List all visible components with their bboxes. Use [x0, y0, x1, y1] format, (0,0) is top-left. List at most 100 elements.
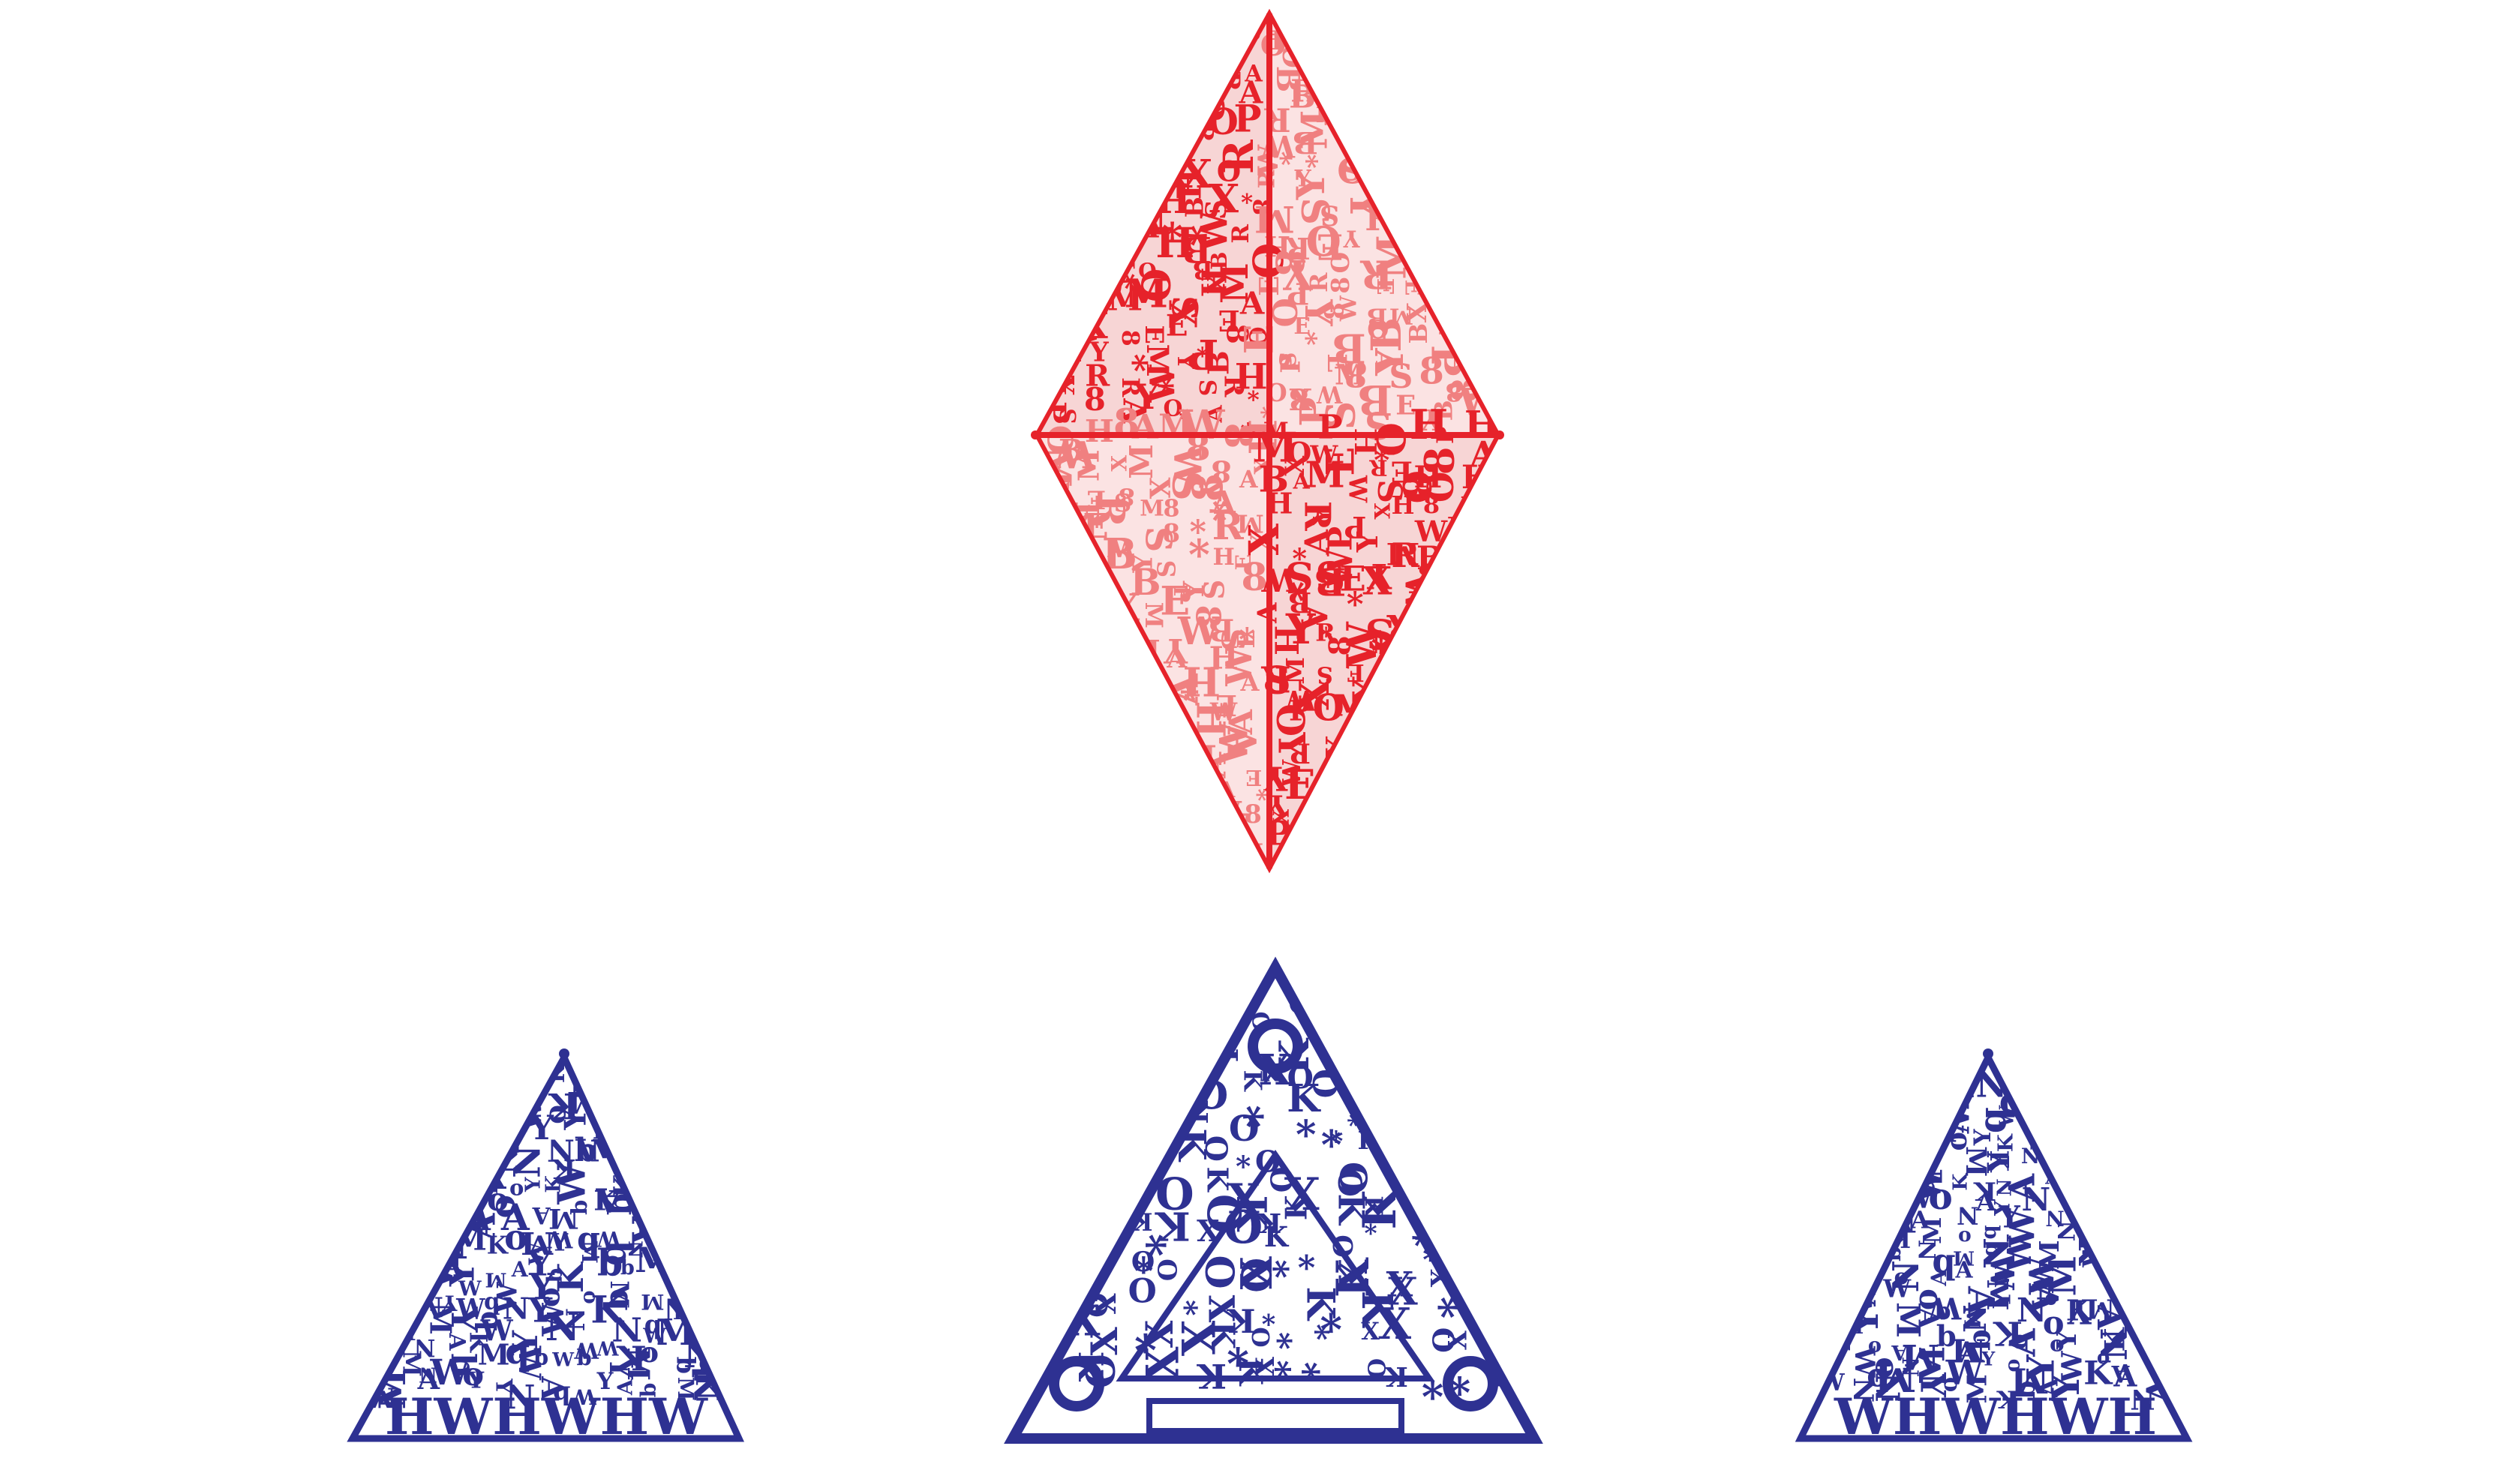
decorative-glyph: Y [596, 1368, 614, 1395]
decorative-glyph: X [1250, 1356, 1280, 1376]
decorative-glyph: E [1293, 313, 1311, 339]
decorative-glyph: 8 [1412, 17, 1439, 63]
decorative-glyph: K [643, 1137, 666, 1167]
decorative-glyph: 8 [1119, 482, 1135, 510]
decorative-glyph: E [1137, 738, 1166, 782]
decorative-glyph: o [2135, 1198, 2151, 1226]
decorative-glyph: W [1320, 548, 1360, 589]
decorative-glyph: Y [2051, 1330, 2083, 1350]
decorative-glyph: * [1139, 760, 1188, 782]
decorative-glyph: K [379, 1244, 409, 1267]
decorative-glyph: o [1855, 1180, 1879, 1193]
decorative-glyph: K [2098, 1326, 2131, 1352]
decorative-glyph: Y [1134, 706, 1164, 752]
decorative-glyph: O [1163, 395, 1182, 422]
decorative-glyph: M [1145, 144, 1176, 173]
decorative-glyph: K [1993, 1133, 2017, 1152]
decorative-glyph: X [1135, 789, 1161, 827]
decorative-glyph: M [511, 1086, 536, 1110]
decorative-glyph: H [1422, 213, 1443, 239]
decorative-glyph: K [2083, 1354, 2113, 1393]
decorative-glyph: M [1882, 1089, 1916, 1125]
decorative-glyph: A [1340, 734, 1372, 780]
decorative-glyph: 8 [1084, 381, 1106, 418]
decorative-glyph: W [1309, 440, 1338, 470]
decorative-glyph: Y [1988, 1290, 2017, 1309]
decorative-glyph: B [1289, 79, 1315, 116]
decorative-glyph: * [1292, 533, 1307, 566]
decorative-glyph: B [1321, 67, 1351, 88]
decorative-glyph: K [440, 1118, 460, 1143]
decorative-glyph: O [1174, 788, 1203, 809]
decorative-glyph: A [1416, 98, 1443, 139]
decorative-glyph: Y [350, 1108, 377, 1150]
decorative-glyph: K [1257, 1207, 1281, 1238]
decorative-glyph: O [1152, 1258, 1183, 1281]
decorative-glyph: R [1065, 240, 1110, 272]
decorative-glyph: Y [1163, 631, 1188, 670]
decorative-glyph: R [1285, 230, 1311, 265]
decorative-glyph: W [551, 1349, 575, 1372]
decorative-glyph: K [1823, 1238, 1862, 1268]
decorative-glyph: K [464, 1331, 491, 1353]
decorative-glyph: S [1119, 134, 1135, 159]
decorative-glyph: K [357, 1242, 384, 1263]
decorative-glyph: 8 [1344, 353, 1368, 394]
decorative-glyph: H [1054, 658, 1088, 700]
decorative-glyph: Y [1294, 165, 1312, 192]
decorative-glyph: W [1060, 88, 1100, 128]
decorative-glyph: * [1446, 635, 1463, 672]
decorative-glyph: K [456, 1084, 491, 1128]
decorative-glyph: P [1233, 98, 1261, 141]
decorative-glyph: A [575, 1132, 600, 1167]
decorative-glyph: N [626, 1103, 662, 1131]
decorative-glyph: M [1889, 1302, 1927, 1338]
decorative-glyph: W [2130, 1155, 2167, 1192]
decorative-glyph: X [1422, 1065, 1473, 1100]
decorative-glyph: P [1447, 703, 1491, 730]
decorative-glyph: Y [1366, 556, 1392, 596]
decorative-glyph: * [1398, 226, 1440, 244]
decorative-glyph: W [2017, 1049, 2050, 1082]
decorative-glyph: Y [602, 1356, 639, 1380]
decorative-glyph: O [1370, 422, 1416, 457]
decorative-glyph: * [1317, 813, 1363, 834]
decorative-glyph: * [1362, 1051, 1382, 1096]
decorative-glyph: * [1270, 1332, 1310, 1350]
decorative-glyph: O [1440, 735, 1471, 777]
decorative-glyph: M [419, 1090, 441, 1113]
decorative-glyph: o [1823, 1310, 1854, 1328]
decorative-glyph: E [1160, 578, 1190, 624]
decorative-glyph: O [1457, 1106, 1492, 1132]
decorative-glyph: * [1451, 1101, 1500, 1123]
decorative-glyph: * [1298, 1237, 1316, 1276]
decorative-glyph: M [1918, 1216, 1947, 1244]
decorative-glyph: M [1902, 1113, 1933, 1147]
decorative-glyph: E [1318, 797, 1335, 823]
decorative-glyph: W [1401, 161, 1438, 199]
decorative-glyph: K [2139, 1215, 2173, 1242]
decorative-glyph: X [1390, 669, 1411, 700]
decorative-glyph: X [1104, 1042, 1130, 1080]
decorative-glyph: * [1320, 614, 1332, 641]
decorative-glyph: o [504, 1216, 527, 1258]
decorative-glyph: X [1099, 1108, 1128, 1150]
decorative-glyph: N [1870, 1372, 1908, 1402]
decorative-glyph: * [1141, 377, 1179, 394]
decorative-glyph: A [1115, 22, 1135, 51]
decorative-glyph: A [1166, 644, 1188, 674]
decorative-glyph: E [1395, 390, 1416, 421]
decorative-glyph: E [1391, 454, 1413, 488]
decorative-glyph: X [1163, 50, 1186, 85]
decorative-glyph: A [1239, 74, 1264, 110]
decorative-glyph: Y [521, 1177, 545, 1192]
decorative-glyph: K [1052, 1037, 1087, 1064]
decorative-glyph: M [2100, 1106, 2140, 1148]
decorative-glyph: K [1509, 1306, 1543, 1349]
decorative-glyph: R [1146, 808, 1179, 832]
decorative-glyph: O [1330, 1168, 1368, 1197]
decorative-glyph: R [1161, 841, 1185, 874]
decorative-glyph: M [1140, 494, 1164, 520]
decorative-glyph: B [1179, 196, 1209, 218]
decorative-glyph: * [1335, 1042, 1380, 1061]
